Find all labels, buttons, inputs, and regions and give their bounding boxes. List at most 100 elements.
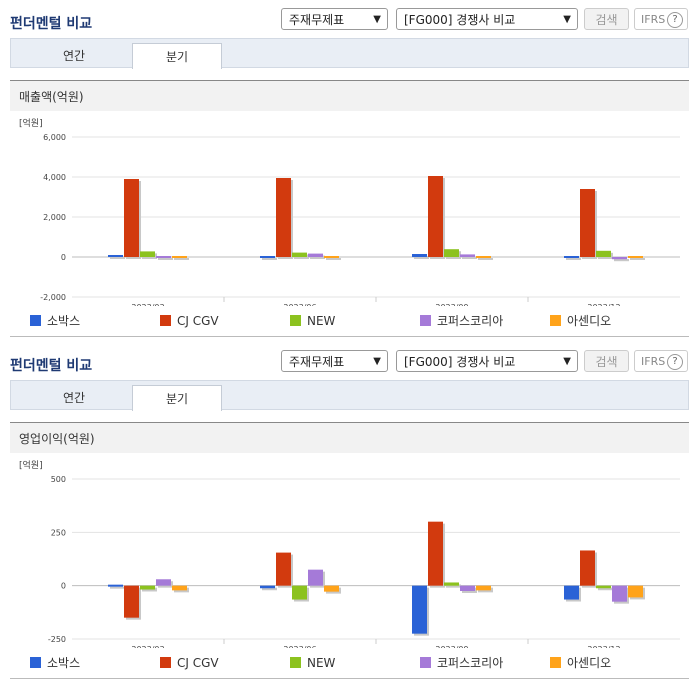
legend-label: 아센디오 [567,656,612,670]
search-button[interactable]: 검색 [584,8,629,30]
x-tick-label: 2023/09 [435,645,468,648]
search-button[interactable]: 검색 [584,350,629,372]
panel-operating-profit: 펀더멘털 비교 주재무제표 ▼ [FG000] 경쟁사 비교 ▼ 검색 IFRS… [0,342,696,684]
legend-swatch [30,657,41,668]
legend-swatch [290,657,301,668]
bar-shadow [310,255,325,259]
statement-select-value: 주재무제표 [289,13,345,27]
bar-shadow [158,258,173,260]
bar [564,256,579,258]
legend-label: 소박스 [47,656,81,670]
compare-select[interactable]: [FG000] 경쟁사 비교 ▼ [396,350,578,372]
legend-swatch [420,315,431,326]
bar [260,256,275,258]
bar-shadow [414,256,429,259]
tab-quarterly[interactable]: 분기 [132,43,222,69]
legend-swatch [290,315,301,326]
bar [308,569,323,586]
bar [156,579,171,586]
bar [612,257,627,260]
y-tick-label: 0 [61,582,66,591]
bar-shadow [110,586,125,589]
unit-label: [억원] [19,117,43,129]
revenue-chart: [억원] -2,000 0 2,000 4,000 6,000 2023/03 2023/06… [19,117,680,306]
y-tick-label: -2,000 [40,293,66,302]
ifrs-help-button[interactable]: IFRS ? [634,8,688,30]
bar-shadow [262,587,277,591]
chevron-down-icon: ▼ [563,356,571,367]
x-tick-label: 2023/03 [131,645,164,648]
statement-select-value: 주재무제표 [289,355,345,369]
panel-revenue: 펀더멘털 비교 주재무제표 ▼ [FG000] 경쟁사 비교 ▼ 검색 IFRS… [10,8,689,337]
bar [140,585,155,590]
chart-section-header: 매출액(억원) [10,80,689,111]
bar [124,179,139,257]
bar-shadow [462,256,477,259]
bar-shadow [598,587,613,591]
bar [580,550,595,586]
y-tick-label: 500 [51,475,66,484]
bar [428,176,443,257]
divider [10,336,689,337]
bar [460,585,475,591]
panel-title: 펀더멘털 비교 [10,358,93,374]
chevron-down-icon: ▼ [373,14,381,25]
bar [156,256,171,258]
legend-label: CJ CGV [177,314,219,328]
unit-label: [억원] [19,459,43,471]
panel-header: 펀더멘털 비교 주재무제표 ▼ [FG000] 경쟁사 비교 ▼ 검색 IFRS… [0,342,696,378]
y-tick-label: 250 [51,528,66,537]
legend-label: CJ CGV [177,656,219,670]
legend-swatch [160,657,171,668]
chevron-down-icon: ▼ [373,356,381,367]
chart-legend: 소박스 CJ CGV NEW 코퍼스코리아 아센디오 [30,655,670,671]
tab-quarterly[interactable]: 분기 [132,385,222,411]
bar-shadow [614,259,629,262]
legend-label: NEW [307,314,336,328]
bar [428,521,443,586]
legend-label: 코퍼스코리아 [437,314,504,328]
bar-shadow [110,257,125,259]
bar [612,585,627,602]
bar-shadow [630,258,645,260]
statement-select[interactable]: 주재무제표 ▼ [281,8,388,30]
chevron-down-icon: ▼ [563,14,571,25]
statement-select[interactable]: 주재무제표 ▼ [281,350,388,372]
period-tabs: 연간 분기 [10,38,689,69]
compare-select[interactable]: [FG000] 경쟁사 비교 ▼ [396,8,578,30]
legend-label: 코퍼스코리아 [437,656,504,670]
bar-shadow [262,258,277,260]
compare-select-value: [FG000] 경쟁사 비교 [404,355,516,369]
bar-shadow [326,258,341,260]
tab-annual[interactable]: 연간 [62,391,86,405]
tab-annual[interactable]: 연간 [62,49,86,63]
bar [276,178,291,257]
bar [444,249,459,257]
bar [476,585,491,591]
bar [276,552,291,586]
y-tick-label: 0 [61,253,66,262]
ifrs-label: IFRS [641,13,666,26]
ifrs-help-button[interactable]: IFRS ? [634,350,688,372]
chart-legend: 소박스 CJ CGV NEW 코퍼스코리아 아센디오 [30,313,670,329]
legend-swatch [420,657,431,668]
bar [444,582,459,586]
bar [260,585,275,589]
bar [124,585,139,618]
legend-label: 소박스 [47,314,81,328]
bar [172,585,187,591]
bar [460,254,475,257]
bar-shadow [446,584,461,588]
divider [10,678,689,679]
legend-label: NEW [307,656,336,670]
bar [108,255,123,257]
bar [628,256,643,258]
chart-title: 매출액(억원) [19,90,84,104]
period-tabs: 연간 분기 [10,380,689,411]
bar [324,585,339,592]
bar [292,252,307,257]
bar [108,584,123,587]
bar [308,253,323,257]
help-icon: ? [667,12,683,28]
legend-swatch [160,315,171,326]
